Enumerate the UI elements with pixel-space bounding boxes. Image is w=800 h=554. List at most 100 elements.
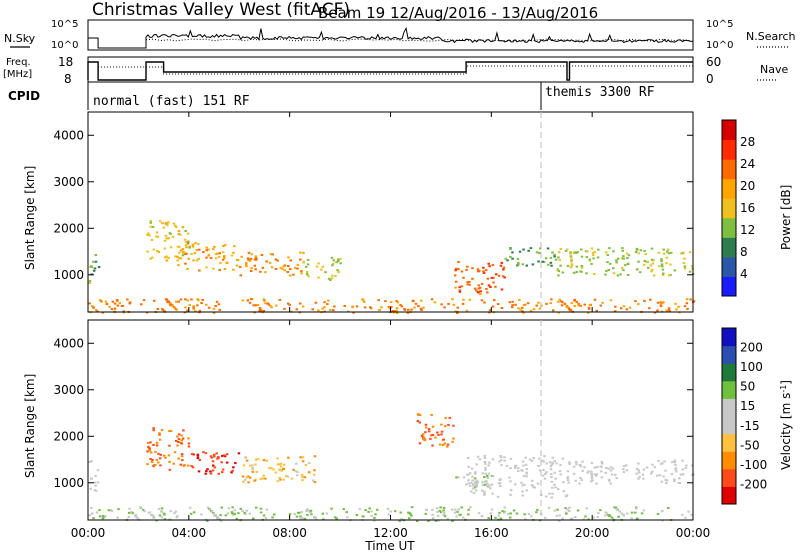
heatmap-cell bbox=[206, 519, 209, 522]
heatmap-cell bbox=[484, 269, 488, 272]
heatmap-cell bbox=[441, 444, 445, 446]
heatmap-cell bbox=[157, 251, 161, 254]
heatmap-cell bbox=[487, 472, 490, 475]
heatmap-cell bbox=[239, 507, 242, 510]
heatmap-cell bbox=[290, 477, 294, 480]
heatmap-cell bbox=[522, 464, 525, 467]
heatmap-cell bbox=[395, 300, 398, 303]
heatmap-cell bbox=[559, 464, 562, 467]
heatmap-cell bbox=[334, 275, 337, 277]
heatmap-cell bbox=[681, 513, 684, 516]
heatmap-cell bbox=[475, 479, 479, 482]
heatmap-cell bbox=[525, 468, 529, 471]
colorbar-tick-label: 4 bbox=[740, 267, 748, 281]
heatmap-cell bbox=[223, 256, 226, 259]
heatmap-cell bbox=[196, 454, 200, 457]
heatmap-cell bbox=[496, 495, 500, 498]
heatmap-cell bbox=[108, 305, 111, 308]
heatmap-cell bbox=[192, 259, 195, 262]
heatmap-cell bbox=[685, 298, 689, 301]
heatmap-cell bbox=[301, 305, 305, 308]
heatmap-cell bbox=[148, 511, 152, 514]
heatmap-cell bbox=[660, 480, 663, 483]
heatmap-cell bbox=[475, 289, 478, 292]
heatmap-cell bbox=[216, 252, 219, 255]
heatmap-cell bbox=[536, 508, 539, 511]
nsky-line bbox=[87, 26, 693, 49]
heatmap-cell bbox=[500, 261, 503, 264]
heatmap-cell bbox=[458, 290, 462, 293]
heatmap-cell bbox=[151, 459, 154, 461]
heatmap-cell bbox=[565, 511, 568, 514]
heatmap-cell bbox=[181, 248, 185, 251]
heatmap-cell bbox=[182, 429, 185, 432]
heatmap-cell bbox=[511, 257, 514, 260]
heatmap-cell bbox=[573, 299, 576, 302]
heatmap-cell bbox=[499, 482, 502, 485]
power-heatmap-cells bbox=[88, 219, 696, 314]
heatmap-cell bbox=[471, 267, 474, 270]
heatmap-cell bbox=[113, 307, 117, 310]
heatmap-cell bbox=[88, 514, 91, 517]
heatmap-cell bbox=[395, 307, 399, 310]
heatmap-cell bbox=[667, 252, 671, 255]
heatmap-cell bbox=[461, 516, 465, 519]
freq-trace bbox=[87, 61, 693, 81]
heatmap-cell bbox=[176, 444, 179, 447]
heatmap-cell bbox=[685, 464, 688, 467]
heatmap-cell bbox=[184, 262, 187, 265]
heatmap-cell bbox=[143, 510, 146, 513]
heatmap-cell bbox=[225, 461, 229, 464]
heatmap-cell bbox=[624, 264, 627, 267]
heatmap-cell bbox=[187, 445, 191, 448]
heatmap-cell bbox=[454, 269, 457, 272]
heatmap-cell bbox=[168, 460, 171, 463]
heatmap-cell bbox=[249, 257, 253, 260]
heatmap-cell bbox=[604, 467, 608, 469]
heatmap-cell bbox=[432, 517, 435, 520]
heatmap-cell bbox=[656, 513, 660, 515]
heatmap-cell bbox=[193, 252, 197, 255]
heatmap-cell bbox=[453, 274, 457, 277]
heatmap-cell bbox=[167, 454, 171, 457]
heatmap-cell bbox=[616, 257, 620, 260]
heatmap-cell bbox=[516, 264, 519, 267]
heatmap-cell bbox=[557, 311, 561, 314]
heatmap-cell bbox=[599, 509, 602, 512]
heatmap-cell bbox=[209, 472, 213, 475]
heatmap-cell bbox=[181, 437, 185, 440]
heatmap-cell bbox=[288, 274, 292, 277]
heatmap-cell bbox=[550, 264, 553, 267]
heatmap-cell bbox=[256, 304, 260, 306]
heatmap-cell bbox=[660, 263, 664, 266]
heatmap-cell bbox=[564, 507, 567, 510]
heatmap-cell bbox=[315, 265, 319, 268]
heatmap-cell bbox=[521, 310, 524, 313]
heatmap-cell bbox=[650, 247, 654, 250]
heatmap-cell bbox=[321, 265, 324, 268]
heatmap-cell bbox=[566, 479, 570, 482]
heatmap-cell bbox=[221, 251, 225, 254]
heatmap-cell bbox=[280, 469, 284, 472]
heatmap-cell bbox=[658, 265, 661, 268]
heatmap-cell bbox=[248, 512, 252, 515]
heatmap-cell bbox=[150, 461, 154, 464]
heatmap-cell bbox=[497, 274, 501, 277]
heatmap-cell bbox=[234, 462, 237, 465]
heatmap-cell bbox=[163, 239, 167, 242]
heatmap-cell bbox=[395, 309, 398, 312]
heatmap-cell bbox=[100, 300, 103, 303]
heatmap-cell bbox=[593, 298, 597, 301]
heatmap-cell bbox=[270, 467, 273, 470]
heatmap-cell bbox=[644, 253, 647, 256]
heatmap-cell bbox=[525, 472, 528, 475]
heatmap-cell bbox=[223, 255, 226, 257]
heatmap-cell bbox=[89, 487, 92, 490]
heatmap-cell bbox=[265, 459, 269, 462]
heatmap-cell bbox=[669, 273, 672, 276]
heatmap-cell bbox=[302, 261, 305, 264]
heatmap-cell bbox=[500, 464, 503, 467]
heatmap-cell bbox=[196, 304, 199, 307]
heatmap-cell bbox=[301, 456, 305, 459]
heatmap-cell bbox=[478, 458, 482, 461]
